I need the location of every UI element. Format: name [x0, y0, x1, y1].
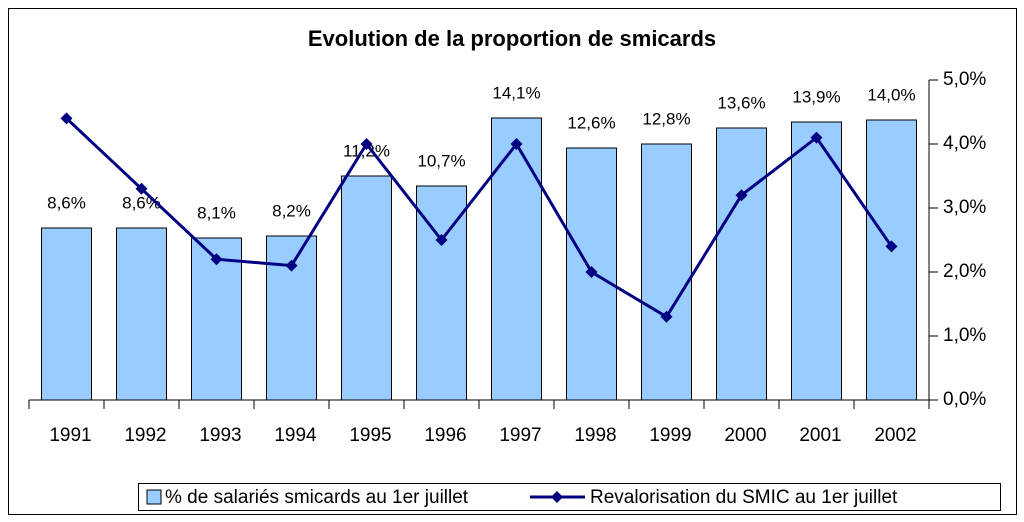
marker	[810, 131, 823, 144]
marker	[435, 234, 448, 246]
x-tick-label: 1993	[199, 425, 241, 446]
data-label: 10,7%	[417, 151, 465, 170]
legend-swatch	[146, 489, 162, 505]
x-tick-label: 1994	[274, 425, 317, 446]
marker	[135, 182, 148, 195]
data-label: 13,9%	[792, 87, 840, 106]
y2-tick-label: 2,0%	[943, 261, 986, 282]
legend-label: % de salariés smicards au 1er juillet	[165, 487, 469, 508]
data-label: 11,2%	[343, 141, 390, 160]
bar	[716, 127, 767, 401]
x-tick-label: 1999	[649, 425, 691, 446]
bar	[866, 119, 917, 401]
x-tick-label: 2000	[724, 425, 766, 446]
y2-tick-label: 3,0%	[943, 197, 986, 218]
y2-tick-label: 4,0%	[943, 133, 986, 154]
marker	[885, 240, 898, 253]
data-label: 14,1%	[492, 83, 540, 102]
data-label: 12,8%	[642, 109, 690, 128]
x-tick-label: 1997	[499, 425, 541, 446]
legend-marker	[551, 491, 563, 503]
y2-tick-label: 5,0%	[943, 69, 986, 90]
bar	[41, 227, 92, 401]
marker	[210, 253, 223, 266]
bar	[641, 143, 692, 401]
bar	[491, 117, 542, 401]
x-tick-label: 2002	[874, 425, 916, 446]
marker	[360, 138, 373, 150]
data-label: 8,2%	[272, 201, 311, 220]
bar	[416, 185, 467, 401]
y2-tick-label: 0,0%	[943, 389, 986, 410]
x-tick-label: 1998	[574, 425, 616, 446]
marker	[285, 259, 298, 272]
x-tick-label: 1991	[49, 425, 91, 446]
x-tick-label: 1992	[124, 425, 166, 446]
marker	[510, 138, 523, 150]
y2-tick-label: 1,0%	[943, 325, 986, 346]
marker	[735, 189, 748, 202]
line	[65, 117, 893, 319]
data-label: 12,6%	[567, 113, 615, 132]
x-tick-label: 1995	[349, 425, 391, 446]
bar	[791, 121, 842, 401]
bar	[341, 175, 392, 401]
marker	[60, 112, 73, 125]
x-tick-label: 1996	[424, 425, 466, 446]
x-tick-label: 2001	[799, 425, 841, 446]
data-label: 14,0%	[867, 85, 915, 104]
data-label: 8,1%	[197, 203, 236, 222]
legend-label: Revalorisation du SMIC au 1er juillet	[590, 487, 898, 508]
marker	[660, 310, 673, 323]
data-label: 13,6%	[717, 93, 765, 112]
data-label: 8,6%	[47, 193, 86, 212]
chart-title: Evolution de la proportion de smicards	[308, 26, 716, 51]
marker	[585, 266, 598, 278]
bar	[116, 227, 167, 401]
